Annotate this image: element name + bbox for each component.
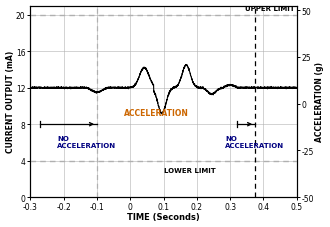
Y-axis label: ACCELERATION (g): ACCELERATION (g) — [315, 62, 324, 142]
Text: NO
ACCELERATION: NO ACCELERATION — [225, 136, 284, 148]
Text: UPPER LIMIT: UPPER LIMIT — [245, 6, 294, 12]
X-axis label: TIME (Seconds): TIME (Seconds) — [127, 212, 200, 222]
Text: NO
ACCELERATION: NO ACCELERATION — [57, 136, 116, 148]
Text: ACCELERATION: ACCELERATION — [124, 109, 189, 117]
Y-axis label: CURRENT OUTPUT (mA): CURRENT OUTPUT (mA) — [6, 51, 15, 153]
Text: LOWER LIMIT: LOWER LIMIT — [164, 167, 216, 173]
